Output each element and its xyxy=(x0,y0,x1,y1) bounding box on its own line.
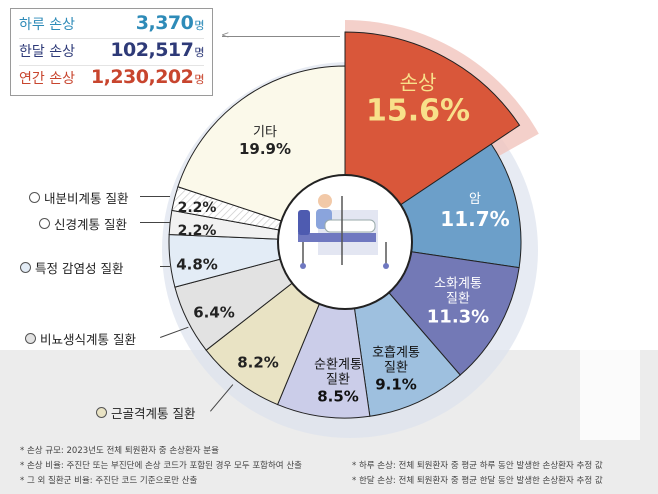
stat-label: 한달 손상 xyxy=(19,44,75,60)
slice-label-digestive: 소화계통 질환 11.3% xyxy=(426,276,490,328)
leader-line xyxy=(140,196,170,197)
legend-nervous: 신경계통 질환 xyxy=(36,214,130,233)
footnote: * 하루 손상: 전체 퇴원환자 중 평균 하루 동안 발생한 손상환자 추정 … xyxy=(352,461,603,471)
leader-line xyxy=(160,266,170,267)
circle-icon xyxy=(96,407,107,418)
slice-label-respiratory: 호흡계통 질환 9.1% xyxy=(372,345,420,394)
footnote: * 그 외 질환군 비율: 주진단 코드 기준으로만 산출 xyxy=(20,476,198,486)
pie-slice-1 xyxy=(344,31,521,243)
slice-label-urogenital: 6.4% xyxy=(193,303,235,322)
slice-label-infectious: 4.8% xyxy=(176,255,218,274)
stat-value: 102,517 xyxy=(110,39,194,61)
footnotes-left: * 손상 규모: 2023년도 전체 퇴원환자 중 손상환자 분율 * 손상 비… xyxy=(20,444,302,489)
circle-icon xyxy=(39,218,50,229)
arrow-left-icon: < xyxy=(221,30,230,41)
footnote: * 손상 비율: 주진단 또는 부진단에 손상 코드가 포함된 경우 모두 포함… xyxy=(20,461,302,471)
legend-endocrine: 내분비계통 질환 xyxy=(26,188,132,207)
stat-label: 연간 손상 xyxy=(19,71,75,87)
stat-monthly: 한달 손상 102,517명 xyxy=(19,39,204,66)
stairs-decoration xyxy=(580,350,640,440)
arrow-line xyxy=(222,36,340,37)
legend-musculoskeletal: 근골격계통 질환 xyxy=(93,403,198,422)
slice-label-endocrine: 2.2% xyxy=(177,199,217,216)
legend-infectious: 특정 감염성 질환 xyxy=(17,258,127,277)
slice-label-musculoskeletal: 8.2% xyxy=(237,353,279,372)
slice-label-nervous: 2.2% xyxy=(177,222,217,239)
stat-unit: 명 xyxy=(194,46,204,59)
slice-label-other: 기타 19.9% xyxy=(238,124,292,158)
stat-value: 1,230,202 xyxy=(90,66,194,88)
footnote: * 한달 손상: 전체 퇴원환자 중 평균 한달 동안 발생한 손상환자 추정 … xyxy=(352,476,603,486)
slice-label-injury: 손상 15.6% xyxy=(365,70,471,129)
footnotes-right: * 하루 손상: 전체 퇴원환자 중 평균 하루 동안 발생한 손상환자 추정 … xyxy=(352,459,603,489)
stat-unit: 명 xyxy=(194,19,204,32)
circle-icon xyxy=(29,192,40,203)
slice-label-cancer: 암 11.7% xyxy=(440,192,510,231)
stat-daily: 하루 손상 3,370명 xyxy=(19,12,204,39)
legend-urogenital: 비뇨생식계통 질환 xyxy=(22,329,139,348)
leader-line xyxy=(140,222,170,223)
slice-label-circulatory: 순환계통 질환 8.5% xyxy=(314,357,362,406)
stat-label: 하루 손상 xyxy=(19,17,75,33)
hospital-bed-patient-icon xyxy=(298,194,389,269)
stairs-decoration xyxy=(560,300,600,350)
stat-yearly: 연간 손상 1,230,202명 xyxy=(19,66,204,93)
stat-unit: 명 xyxy=(194,73,204,86)
injury-stats-box: 하루 손상 3,370명 한달 손상 102,517명 연간 손상 1,230,… xyxy=(10,8,213,96)
stat-value: 3,370 xyxy=(135,12,194,34)
footnote: * 손상 규모: 2023년도 전체 퇴원환자 중 손상환자 분율 xyxy=(20,446,219,456)
circle-icon xyxy=(25,333,36,344)
circle-icon xyxy=(20,262,31,273)
